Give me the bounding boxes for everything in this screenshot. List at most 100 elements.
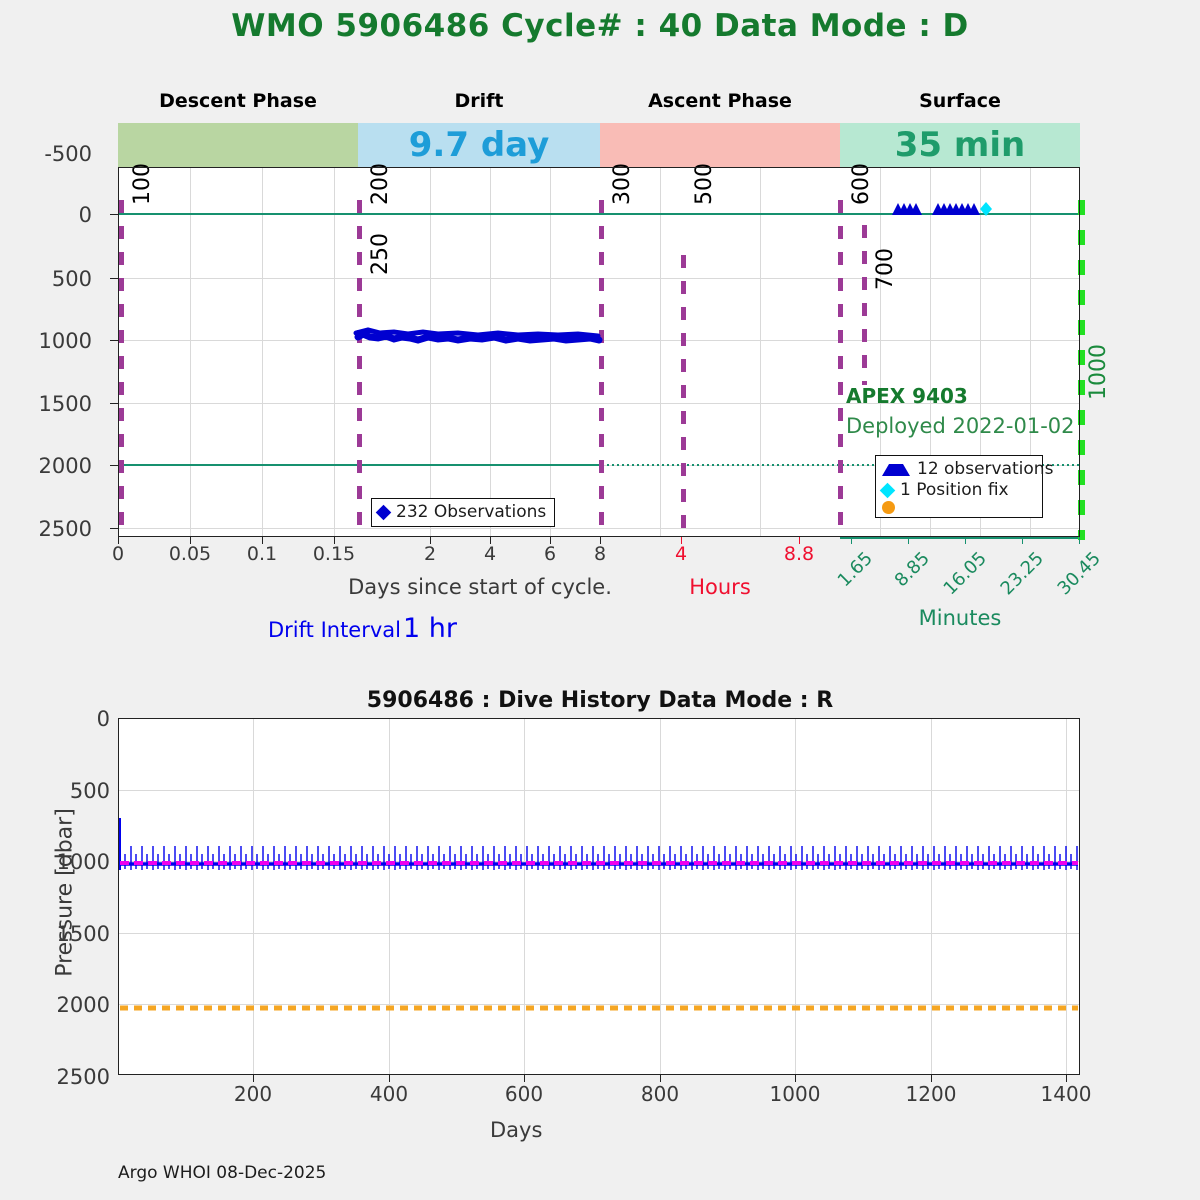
triangle-marker-icon xyxy=(882,463,910,476)
green-reference-line-1000 xyxy=(1078,200,1085,540)
x-tick-mark-minutes xyxy=(1022,537,1023,544)
legend-label: 232 Observations xyxy=(396,502,547,522)
x-tick-mark-minutes xyxy=(1079,537,1080,544)
x-tick-label: 0.05 xyxy=(168,543,212,565)
x-tick-mark xyxy=(389,1075,390,1082)
x-tick-label: 1000 xyxy=(769,1082,821,1106)
y-tick-label: 2000 xyxy=(56,993,110,1017)
gridline-v xyxy=(430,167,431,537)
x-tick-mark xyxy=(931,1075,932,1082)
phase-label-descent: Descent Phase xyxy=(159,90,317,112)
phase-label-ascent: Ascent Phase xyxy=(648,90,792,112)
gridline-v xyxy=(490,167,491,537)
circle-marker-icon xyxy=(882,501,895,514)
x-tick-mark-hours xyxy=(799,537,800,544)
gridline-v xyxy=(980,167,981,537)
x-tick-mark xyxy=(1066,1075,1067,1082)
x-tick-mark xyxy=(600,537,601,544)
x-tick-label-hours: 4 xyxy=(674,543,688,565)
park-line-500 xyxy=(681,255,686,537)
legend-item xyxy=(882,501,1034,514)
green-label-1000: 1000 xyxy=(1086,344,1111,400)
y-tick-label: 2000 xyxy=(38,454,92,478)
legend-label: 12 observations xyxy=(917,459,1054,479)
legend-item: 12 observations xyxy=(882,459,1053,480)
surface-legend: 12 observations 1 Position fix xyxy=(875,455,1053,518)
x-tick-label: 600 xyxy=(504,1082,544,1106)
x-tick-mark-hours xyxy=(681,537,682,544)
legend-item: 232 Observations xyxy=(375,502,547,523)
gridline-v xyxy=(334,167,335,537)
diamond-marker-icon xyxy=(375,504,392,521)
drift-observation-trace xyxy=(353,327,603,344)
y-tick-label: 500 xyxy=(51,267,92,291)
x-tick-mark xyxy=(795,1075,796,1082)
y-tick-label: 1000 xyxy=(38,329,92,353)
x-tick-mark xyxy=(262,537,263,544)
y-tick-label: -500 xyxy=(44,142,92,166)
x-axis-label: Days xyxy=(490,1118,543,1142)
park-line-100 xyxy=(119,200,124,537)
y-tick-mark xyxy=(110,214,118,215)
phase-band-ascent xyxy=(600,123,840,167)
phase-band-surface: 35 min xyxy=(840,123,1080,167)
legend-label: 1 Position fix xyxy=(900,480,1009,500)
gridline-v xyxy=(930,167,931,537)
deployed-date-label: Deployed 2022-01-02 xyxy=(846,414,1075,438)
drift-interval-value: 1 hr xyxy=(403,613,457,644)
phase-band-drift: 9.7 day xyxy=(358,123,600,167)
y-tick-mark xyxy=(110,340,118,341)
x-tick-mark xyxy=(490,537,491,544)
drift-interval-label: Drift Interval xyxy=(268,618,401,642)
y-tick-label: 0 xyxy=(96,707,110,731)
x-tick-label: 6 xyxy=(543,543,557,565)
x-tick-label: 0 xyxy=(111,543,125,565)
x-axis-title-minutes: Minutes xyxy=(918,606,1002,630)
x-tick-label: 800 xyxy=(640,1082,680,1106)
y-tick-mark xyxy=(110,278,118,279)
y-tick-mark xyxy=(110,403,118,404)
x-tick-mark-minutes xyxy=(908,537,909,544)
footer-text: Argo WHOI 08-Dec-2025 xyxy=(118,1163,327,1183)
park-line-300 xyxy=(599,200,604,537)
x-tick-mark-minutes xyxy=(851,537,852,544)
park-line-700 xyxy=(862,225,867,385)
y-tick-label: 1500 xyxy=(56,922,110,946)
gridline-v xyxy=(1030,167,1031,537)
x-tick-label: 4 xyxy=(483,543,497,565)
x-axis-title-hours: Hours xyxy=(689,575,751,599)
x-tick-mark xyxy=(253,1075,254,1082)
park-line-600 xyxy=(838,200,843,537)
x-tick-mark xyxy=(550,537,551,544)
x-tick-mark xyxy=(190,537,191,544)
bottom-plot-title: 5906486 : Dive History Data Mode : R xyxy=(366,688,834,713)
gridline-v xyxy=(660,167,661,537)
float-name-label: APEX 9403 xyxy=(846,384,968,408)
x-tick-label-hours: 8.8 xyxy=(783,543,815,565)
legend-item: 1 Position fix xyxy=(879,480,1034,501)
phase-label-surface: Surface xyxy=(919,90,1001,112)
x-tick-label: 8 xyxy=(593,543,607,565)
x-tick-mark xyxy=(524,1075,525,1082)
surface-axis-line xyxy=(840,537,1080,539)
surface-duration-label: 35 min xyxy=(894,125,1026,165)
y-tick-mark xyxy=(110,465,118,466)
y-tick-label: 500 xyxy=(69,779,110,803)
x-tick-label: 200 xyxy=(233,1082,273,1106)
gridline-v xyxy=(190,167,191,537)
y-axis-label: Pressure [dbar] xyxy=(52,808,78,977)
y-tick-label: 2500 xyxy=(56,1065,110,1089)
drift-duration-label: 9.7 day xyxy=(408,125,550,165)
x-tick-mark xyxy=(118,537,119,544)
phase-label-drift: Drift xyxy=(454,90,504,112)
page-title: WMO 5906486 Cycle# : 40 Data Mode : D xyxy=(231,8,969,44)
x-tick-label: 2 xyxy=(423,543,437,565)
gridline-v xyxy=(550,167,551,537)
gridline-v xyxy=(760,167,761,537)
dive-history-trace xyxy=(119,718,1078,1075)
phase-band-descent xyxy=(118,123,358,167)
x-tick-label: 400 xyxy=(369,1082,409,1106)
y-tick-label: 1500 xyxy=(38,392,92,416)
diamond-marker-icon xyxy=(879,482,896,499)
park-line-200 xyxy=(357,200,362,537)
